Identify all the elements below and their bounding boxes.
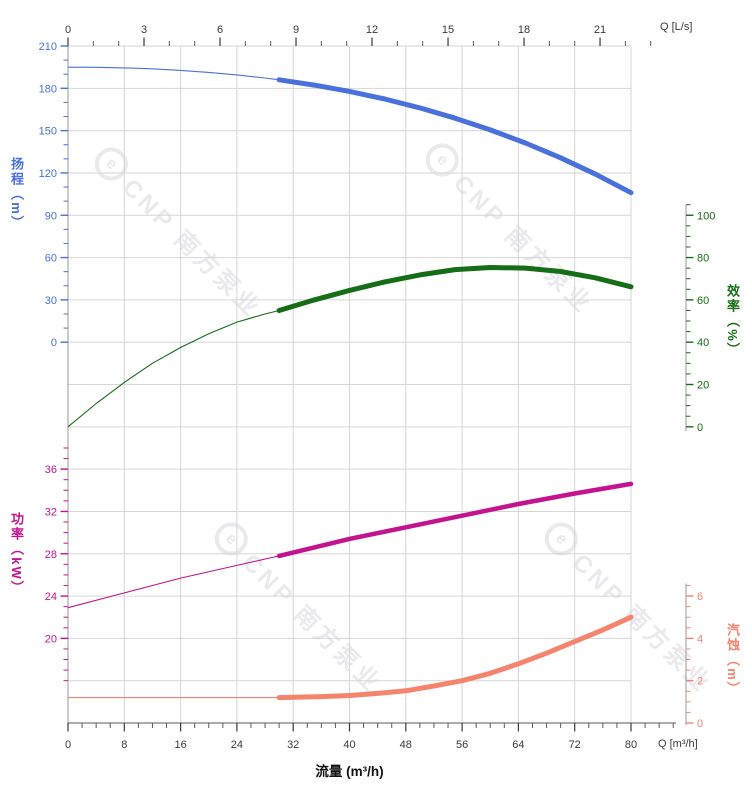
- head-axis-tick-label: 150: [39, 126, 57, 138]
- bottom-axis-unit-label: Q [m³/h]: [658, 738, 698, 750]
- top-axis-tick-label: 18: [518, 24, 530, 36]
- bottom-axis-tick-label: 48: [400, 739, 412, 751]
- efficiency-curve-thin: [67, 309, 280, 428]
- bottom-axis-tick-label: 80: [625, 739, 637, 751]
- head-axis-tick-label: 180: [39, 83, 57, 95]
- top-axis-tick-label: 9: [293, 24, 299, 36]
- npsh-axis-tick-label: 6: [697, 591, 703, 603]
- efficiency-axis-tick-label: 60: [697, 295, 709, 307]
- bottom-axis-tick-label: 40: [343, 739, 355, 751]
- efficiency-axis-tick-label: 0: [697, 422, 703, 434]
- top-axis-tick-label: 6: [217, 24, 223, 36]
- npsh-axis-tick-label: 0: [697, 718, 703, 730]
- head-curve-thick: [276, 77, 634, 196]
- power-curve-thick: [276, 481, 634, 559]
- power-axis-tick-label: 24: [45, 591, 57, 603]
- head-axis-tick-label: 210: [39, 41, 57, 53]
- bottom-axis-tick-label: 72: [569, 739, 581, 751]
- npsh-axis-title: 汽蚀（m）: [725, 623, 740, 697]
- top-axis-tick-label: 15: [442, 24, 454, 36]
- power-axis-tick-label: 28: [45, 549, 57, 561]
- bottom-axis-tick-label: 8: [121, 739, 127, 751]
- bottom-axis-tick-label: 56: [456, 739, 468, 751]
- head-axis-tick-label: 120: [39, 168, 57, 180]
- head-axis-tick-label: 30: [45, 295, 57, 307]
- efficiency-curve-thick: [276, 265, 634, 313]
- head-axis-tick-label: 0: [51, 337, 57, 349]
- bottom-axis-tick-label: 24: [231, 739, 243, 751]
- npsh-axis-tick-label: 4: [697, 633, 703, 645]
- npsh-axis-tick-label: 2: [697, 676, 703, 688]
- power-axis-tick-label: 32: [45, 506, 57, 518]
- head-axis-title: 扬程（m）: [9, 157, 24, 231]
- flow-axis-title: 流量 (m³/h): [315, 764, 384, 779]
- power-axis-tick-label: 36: [45, 464, 57, 476]
- power-curve-thin: [67, 555, 280, 609]
- top-axis-tick-label: 3: [141, 24, 147, 36]
- efficiency-axis-tick-label: 80: [697, 253, 709, 265]
- bottom-axis-tick-label: 16: [174, 739, 186, 751]
- top-axis-tick-label: 12: [366, 24, 378, 36]
- head-axis-tick-label: 60: [45, 253, 57, 265]
- bottom-axis-tick-label: 0: [65, 739, 71, 751]
- top-axis-tick-label: 21: [594, 24, 606, 36]
- npsh-curve-thick: [276, 614, 634, 701]
- bottom-axis-tick-label: 32: [287, 739, 299, 751]
- efficiency-axis-tick-label: 100: [697, 210, 715, 222]
- head-curve-thin: [67, 66, 280, 81]
- top-axis-unit-label: Q [L/s]: [660, 21, 693, 33]
- top-axis-tick-label: 0: [65, 24, 71, 36]
- efficiency-axis-title: 效率（%）: [725, 284, 740, 358]
- head-axis-tick-label: 90: [45, 210, 57, 222]
- bottom-axis-tick-label: 64: [512, 739, 524, 751]
- power-axis-title: 功率（kW）: [9, 512, 24, 596]
- efficiency-axis-tick-label: 40: [697, 337, 709, 349]
- efficiency-axis-tick-label: 20: [697, 380, 709, 392]
- power-axis-tick-label: 20: [45, 633, 57, 645]
